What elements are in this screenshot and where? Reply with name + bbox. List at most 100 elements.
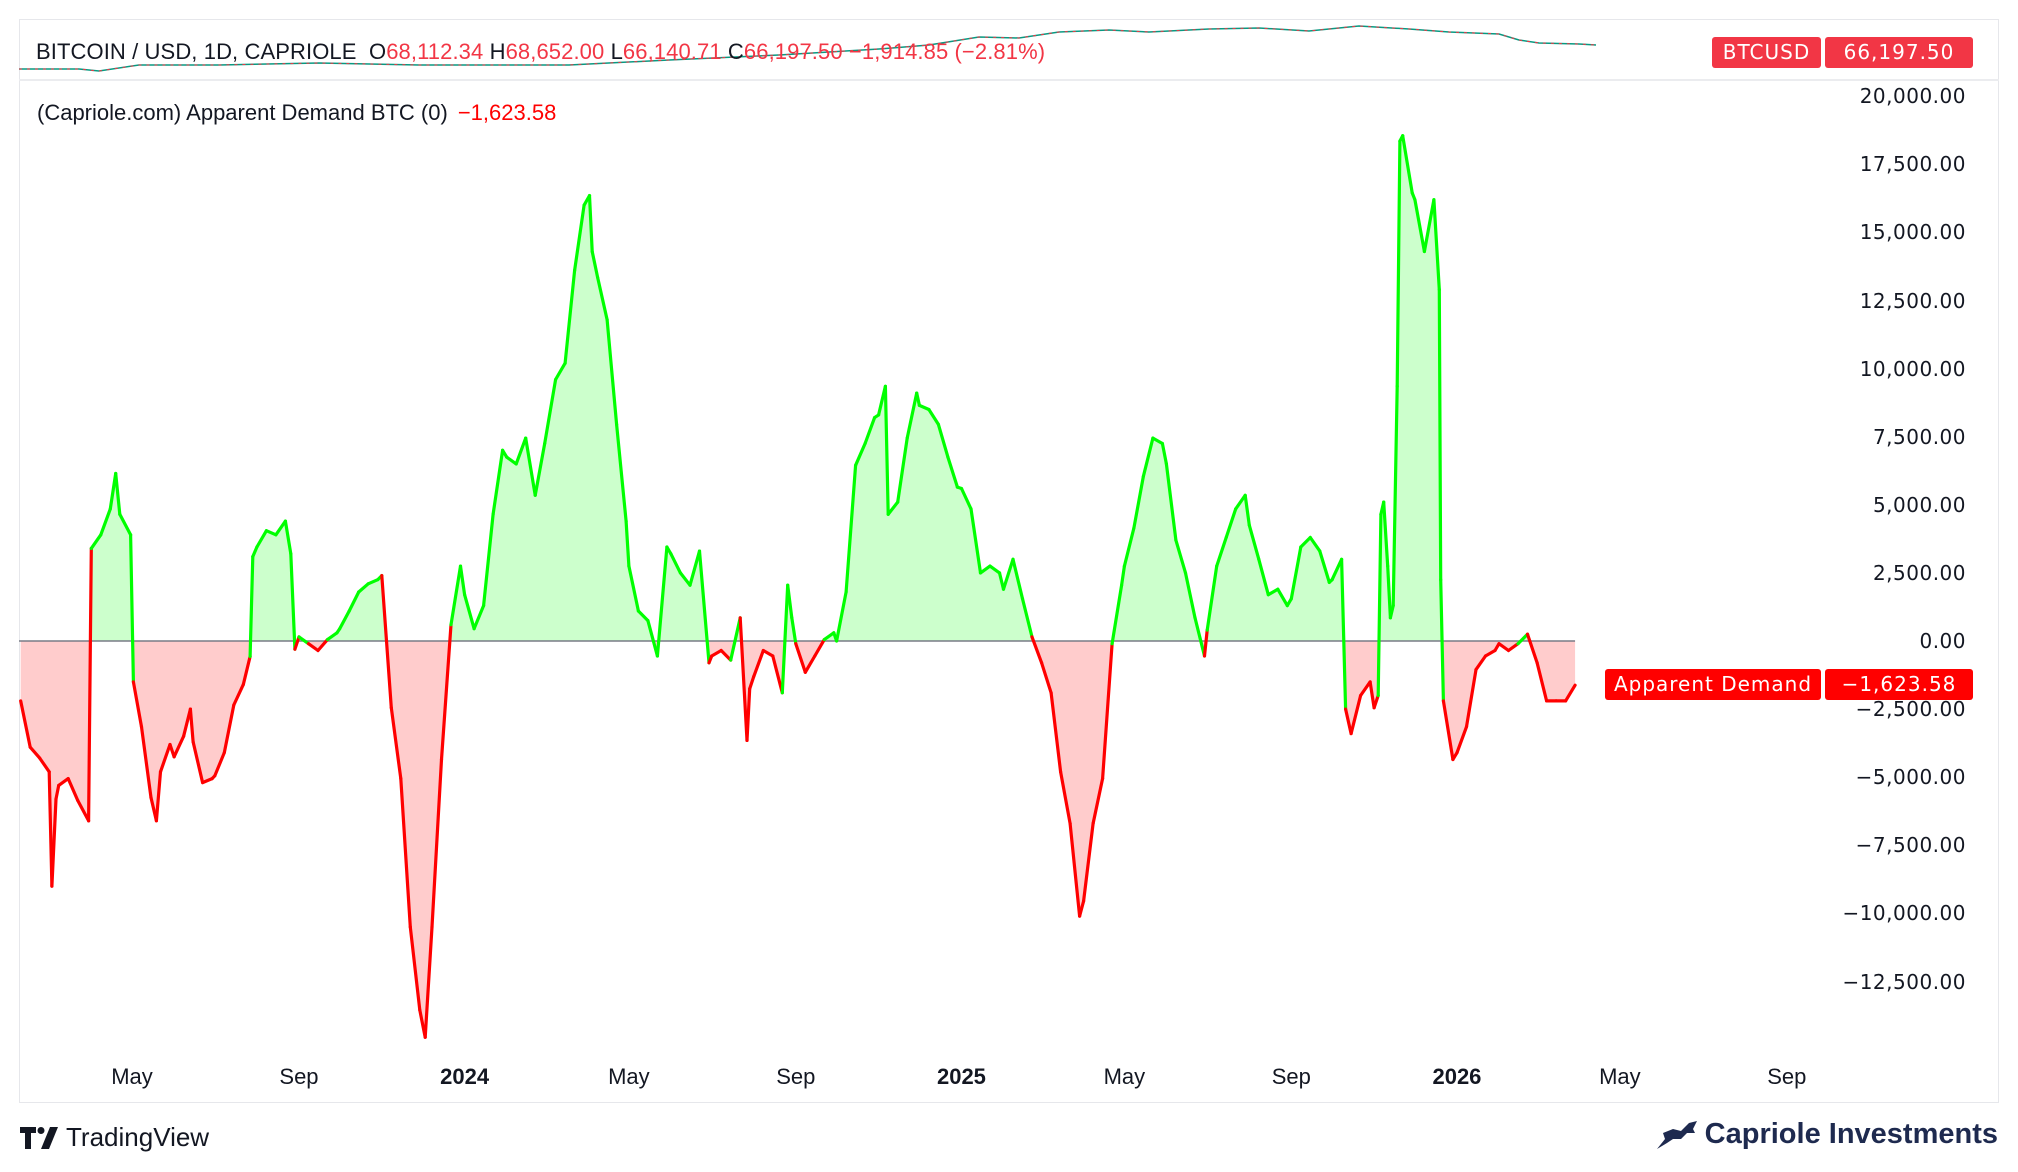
demand-line-segment (66, 776, 80, 803)
y-tick-label: 10,000.00 (1859, 356, 1966, 381)
demand-line-segment (357, 582, 370, 594)
demand-line-segment (978, 564, 992, 575)
demand-line-segment (524, 436, 537, 497)
demand-line-segment (1525, 632, 1539, 665)
open-value: 68,112.34 (386, 39, 484, 64)
demand-line-segment (1413, 198, 1427, 254)
demand-line-segment (946, 455, 960, 489)
demand-line-segment (563, 268, 577, 365)
indicator-title[interactable]: (Capriole.com) Apparent Demand BTC (0) (37, 100, 448, 125)
demand-line-segment (1160, 441, 1169, 466)
demand-line-segment (1247, 523, 1261, 561)
y-tick-label: 12,500.00 (1859, 288, 1966, 313)
demand-line-segment (306, 642, 320, 653)
demand-line-segment (274, 519, 287, 537)
demand-line-segment (1474, 654, 1488, 672)
x-tick-label: Sep (1271, 1064, 1311, 1089)
demand-line-segment (1110, 583, 1124, 646)
demand-line-segment (491, 448, 505, 516)
y-tick-label: 0.00 (1919, 629, 1966, 653)
y-tick-label: −7,500.00 (1855, 833, 1966, 858)
demand-line-segment (794, 642, 807, 674)
demand-line-segment (790, 616, 798, 646)
x-tick-label: May (1103, 1064, 1146, 1089)
demand-line-segment (50, 797, 58, 888)
symbol-title[interactable]: BITCOIN / USD, 1D, CAPRIOLE (36, 39, 357, 64)
x-tick-label: 2026 (1432, 1064, 1482, 1089)
change-value: −1,914.85 (−2.81%) (848, 39, 1046, 64)
demand-line-segment (533, 441, 547, 497)
demand-line-segment (688, 549, 702, 587)
demand-line-segment (1151, 436, 1165, 446)
demand-line-segment (188, 707, 195, 744)
y-tick-label: −10,000.00 (1842, 901, 1966, 926)
demand-line-segment (886, 500, 900, 516)
demand-line-segment (1289, 545, 1303, 601)
demand-line-segment (988, 564, 1002, 575)
demand-line-segment (347, 590, 361, 613)
low-label: L (610, 39, 623, 64)
demand-line-segment (678, 571, 692, 587)
demand-line-segment (822, 631, 836, 642)
ohlc-legend: BITCOIN / USD, 1D, CAPRIOLE O68,112.34 H… (36, 39, 1045, 65)
demand-line-segment (752, 648, 765, 679)
demand-line-segment (1077, 899, 1086, 918)
indicator-value: −1,623.58 (457, 100, 557, 125)
demand-line-segment (232, 682, 245, 707)
x-tick-label: 2025 (936, 1064, 986, 1089)
demand-line-segment (131, 680, 144, 729)
capriole-logo: Capriole Investments (1655, 1118, 1998, 1151)
demand-line-segment (883, 384, 890, 516)
symbol-header: BITCOIN / USD, 1D, CAPRIOLE O68,112.34 H… (19, 19, 1999, 81)
demand-line-segment (780, 583, 790, 695)
demand-line-segment (813, 637, 826, 658)
demand-line-segment (316, 637, 330, 653)
y-tick-label: 7,500.00 (1872, 424, 1966, 449)
y-tick-label: −2,500.00 (1855, 697, 1966, 722)
demand-line-segment (213, 751, 226, 778)
demand-line-segment (1132, 474, 1146, 530)
demand-line-segment (191, 740, 205, 785)
indicator-legend: (Capriole.com) Apparent Demand BTC (0) −1… (37, 100, 556, 126)
demand-line-segment (449, 564, 463, 627)
demand-line-segment (399, 776, 412, 929)
x-tick-label: 2024 (440, 1064, 490, 1089)
price-badge-value: 66,197.50 (1825, 37, 1973, 68)
demand-line-segment (1183, 571, 1197, 620)
demand-line-segment (19, 699, 32, 749)
demand-line-segment (38, 756, 51, 774)
demand-line-segment (408, 925, 422, 1012)
demand-line-segment (572, 203, 586, 273)
demand-line-segment (710, 648, 723, 658)
demand-line-segment (1224, 507, 1238, 540)
demand-line-segment (1391, 384, 1399, 608)
demand-line-segment (172, 734, 186, 759)
demand-line-segment (1395, 139, 1402, 388)
indicator-badge-label: Apparent Demand (1605, 669, 1821, 700)
demand-line-segment (697, 549, 711, 665)
demand-line-segment (1119, 564, 1127, 587)
demand-line-segment (927, 407, 941, 426)
demand-line-segment (1100, 642, 1114, 781)
x-tick-label: May (608, 1064, 650, 1089)
demand-line-segment (595, 275, 609, 322)
demand-line-segment (1299, 535, 1312, 549)
demand-line-segment (1563, 683, 1577, 703)
demand-line-segment (1439, 578, 1446, 703)
demand-line-segment (1141, 436, 1155, 478)
demand-line-segment (1368, 680, 1376, 710)
y-tick-label: −12,500.00 (1842, 969, 1966, 994)
demand-line-segment (969, 507, 983, 575)
demand-line-segment (771, 654, 784, 695)
demand-line-segment (1202, 628, 1209, 658)
demand-line-segment (293, 635, 301, 651)
y-tick-label: 17,500.00 (1859, 152, 1966, 177)
tradingview-logo[interactable]: TradingView (20, 1122, 209, 1153)
demand-line-segment (389, 706, 403, 781)
demand-line-segment (1243, 493, 1251, 527)
demand-line-segment (863, 416, 877, 446)
tradingview-label: TradingView (66, 1122, 210, 1152)
demand-line-segment (1091, 776, 1105, 826)
demand-line-segment (1318, 549, 1331, 585)
